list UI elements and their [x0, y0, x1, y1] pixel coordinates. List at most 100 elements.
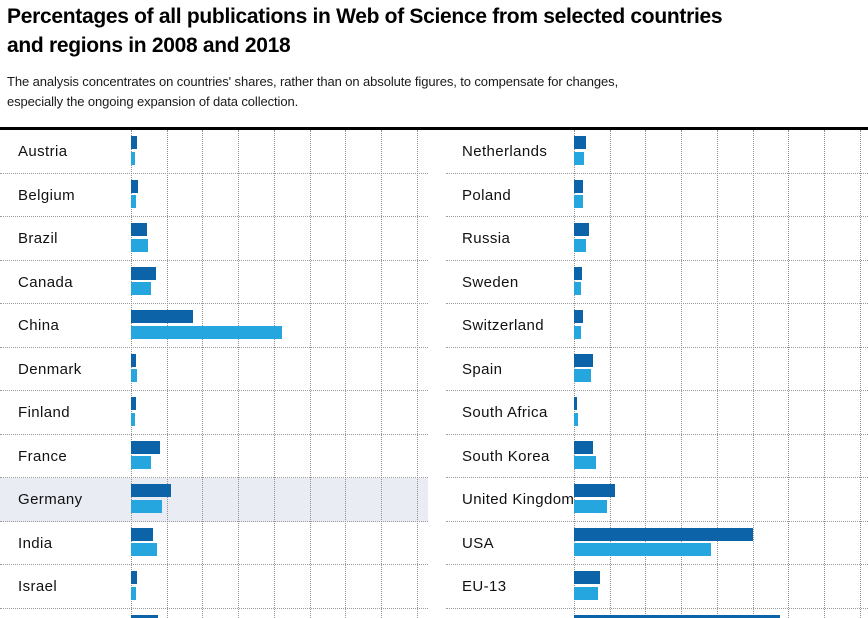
bar-group	[574, 179, 584, 208]
bar-2018	[131, 195, 137, 208]
bar-group	[131, 397, 136, 426]
country-label: Finland	[18, 404, 70, 421]
gridline	[752, 130, 754, 618]
country-label: Netherlands	[462, 143, 548, 160]
bar-group	[131, 527, 158, 556]
title-line-1: Percentages of all publications in Web o…	[7, 5, 723, 28]
bar-2018	[574, 369, 591, 382]
bar-2008	[574, 571, 600, 584]
gridline	[645, 130, 647, 618]
bar-2018	[131, 499, 163, 513]
bar-2008	[131, 527, 153, 541]
country-label: Switzerland	[462, 317, 544, 334]
bar-group	[131, 310, 282, 339]
gridline	[202, 130, 204, 618]
country-label: Austria	[18, 143, 68, 160]
bar-2018	[574, 412, 578, 426]
bar-2008	[574, 527, 754, 541]
gridline	[681, 130, 683, 618]
country-row: Austria	[0, 130, 428, 174]
gridline	[166, 130, 168, 618]
country-row: Denmark	[0, 348, 428, 391]
bar-2008	[574, 223, 589, 236]
bar-group	[574, 353, 594, 382]
country-label: South Korea	[462, 447, 550, 465]
bar-2018	[131, 543, 158, 556]
country-row: Finland	[0, 391, 428, 435]
country-row: France	[0, 435, 428, 478]
bar-2008	[574, 397, 578, 410]
bar-2008	[574, 440, 593, 454]
bar-2008	[574, 484, 616, 497]
bar-2018	[131, 369, 138, 382]
bar-2018	[131, 151, 136, 165]
bar-group	[574, 484, 616, 513]
country-row: United Kingdom	[446, 478, 868, 522]
bar-group	[574, 310, 583, 339]
chart-panel-right: Netherlands Poland Russia Sweden Switzer…	[434, 130, 868, 618]
country-label: United Kingdom	[462, 491, 575, 508]
gridline	[416, 130, 418, 618]
country-row: South Korea	[446, 435, 868, 478]
bar-group	[574, 440, 596, 469]
bar-group	[574, 571, 600, 600]
country-row: Switzerland	[446, 304, 868, 348]
bar-2008	[574, 179, 584, 193]
bar-2018	[574, 238, 587, 252]
bar-group	[574, 266, 583, 295]
country-row: Brazil	[0, 217, 428, 261]
bar-2008	[574, 310, 583, 323]
country-row: India	[0, 522, 428, 565]
gridline	[788, 130, 790, 618]
bar-group	[131, 614, 159, 618]
bar-2018	[574, 195, 584, 208]
bar-group	[131, 353, 138, 382]
bar-2018	[131, 325, 282, 339]
country-row: Sweden	[446, 261, 868, 304]
country-row: Belgium	[0, 174, 428, 217]
country-row: South Africa	[446, 391, 868, 435]
country-label: Spain	[462, 360, 503, 378]
bar-group	[131, 440, 160, 469]
bar-2008	[131, 179, 138, 193]
bar-group	[574, 223, 589, 252]
page-title: Percentages of all publications in Web o…	[7, 2, 847, 60]
country-row: Spain	[446, 348, 868, 391]
country-row: Poland	[446, 174, 868, 217]
bar-2008	[574, 266, 583, 280]
bar-group	[131, 136, 137, 165]
bar-2018	[574, 499, 607, 513]
bar-2008	[574, 353, 594, 367]
country-label: South Africa	[462, 404, 548, 421]
bar-group	[574, 527, 754, 556]
gridline	[380, 130, 382, 618]
bar-group	[131, 484, 171, 513]
country-label: France	[18, 447, 68, 465]
bar-group	[574, 397, 578, 426]
bar-2018	[574, 456, 596, 469]
country-label: Germany	[18, 491, 83, 508]
country-label: Sweden	[462, 273, 519, 291]
bar-2008	[131, 353, 136, 367]
country-label: India	[18, 534, 53, 552]
bar-group	[574, 136, 586, 165]
chart-note: The analysis concentrates on countries' …	[7, 72, 847, 112]
gridline	[823, 130, 825, 618]
bar-2018	[574, 543, 712, 556]
bar-2018	[574, 325, 582, 339]
chart-area: Austria Belgium Brazil Canada China Denm…	[0, 127, 868, 618]
bar-2008	[131, 266, 156, 280]
country-row: Israel	[0, 565, 428, 609]
bar-2008	[131, 440, 160, 454]
bar-2008	[574, 136, 586, 149]
gridline	[345, 130, 347, 618]
title-line-2: and regions in 2008 and 2018	[7, 34, 291, 57]
gridline	[273, 130, 275, 618]
bar-2018	[131, 282, 151, 295]
country-label: Poland	[462, 186, 512, 204]
country-label: Israel	[18, 578, 58, 595]
country-label: Canada	[18, 273, 73, 291]
country-label: Denmark	[18, 360, 82, 378]
country-row	[446, 609, 868, 618]
bar-2018	[131, 238, 149, 252]
